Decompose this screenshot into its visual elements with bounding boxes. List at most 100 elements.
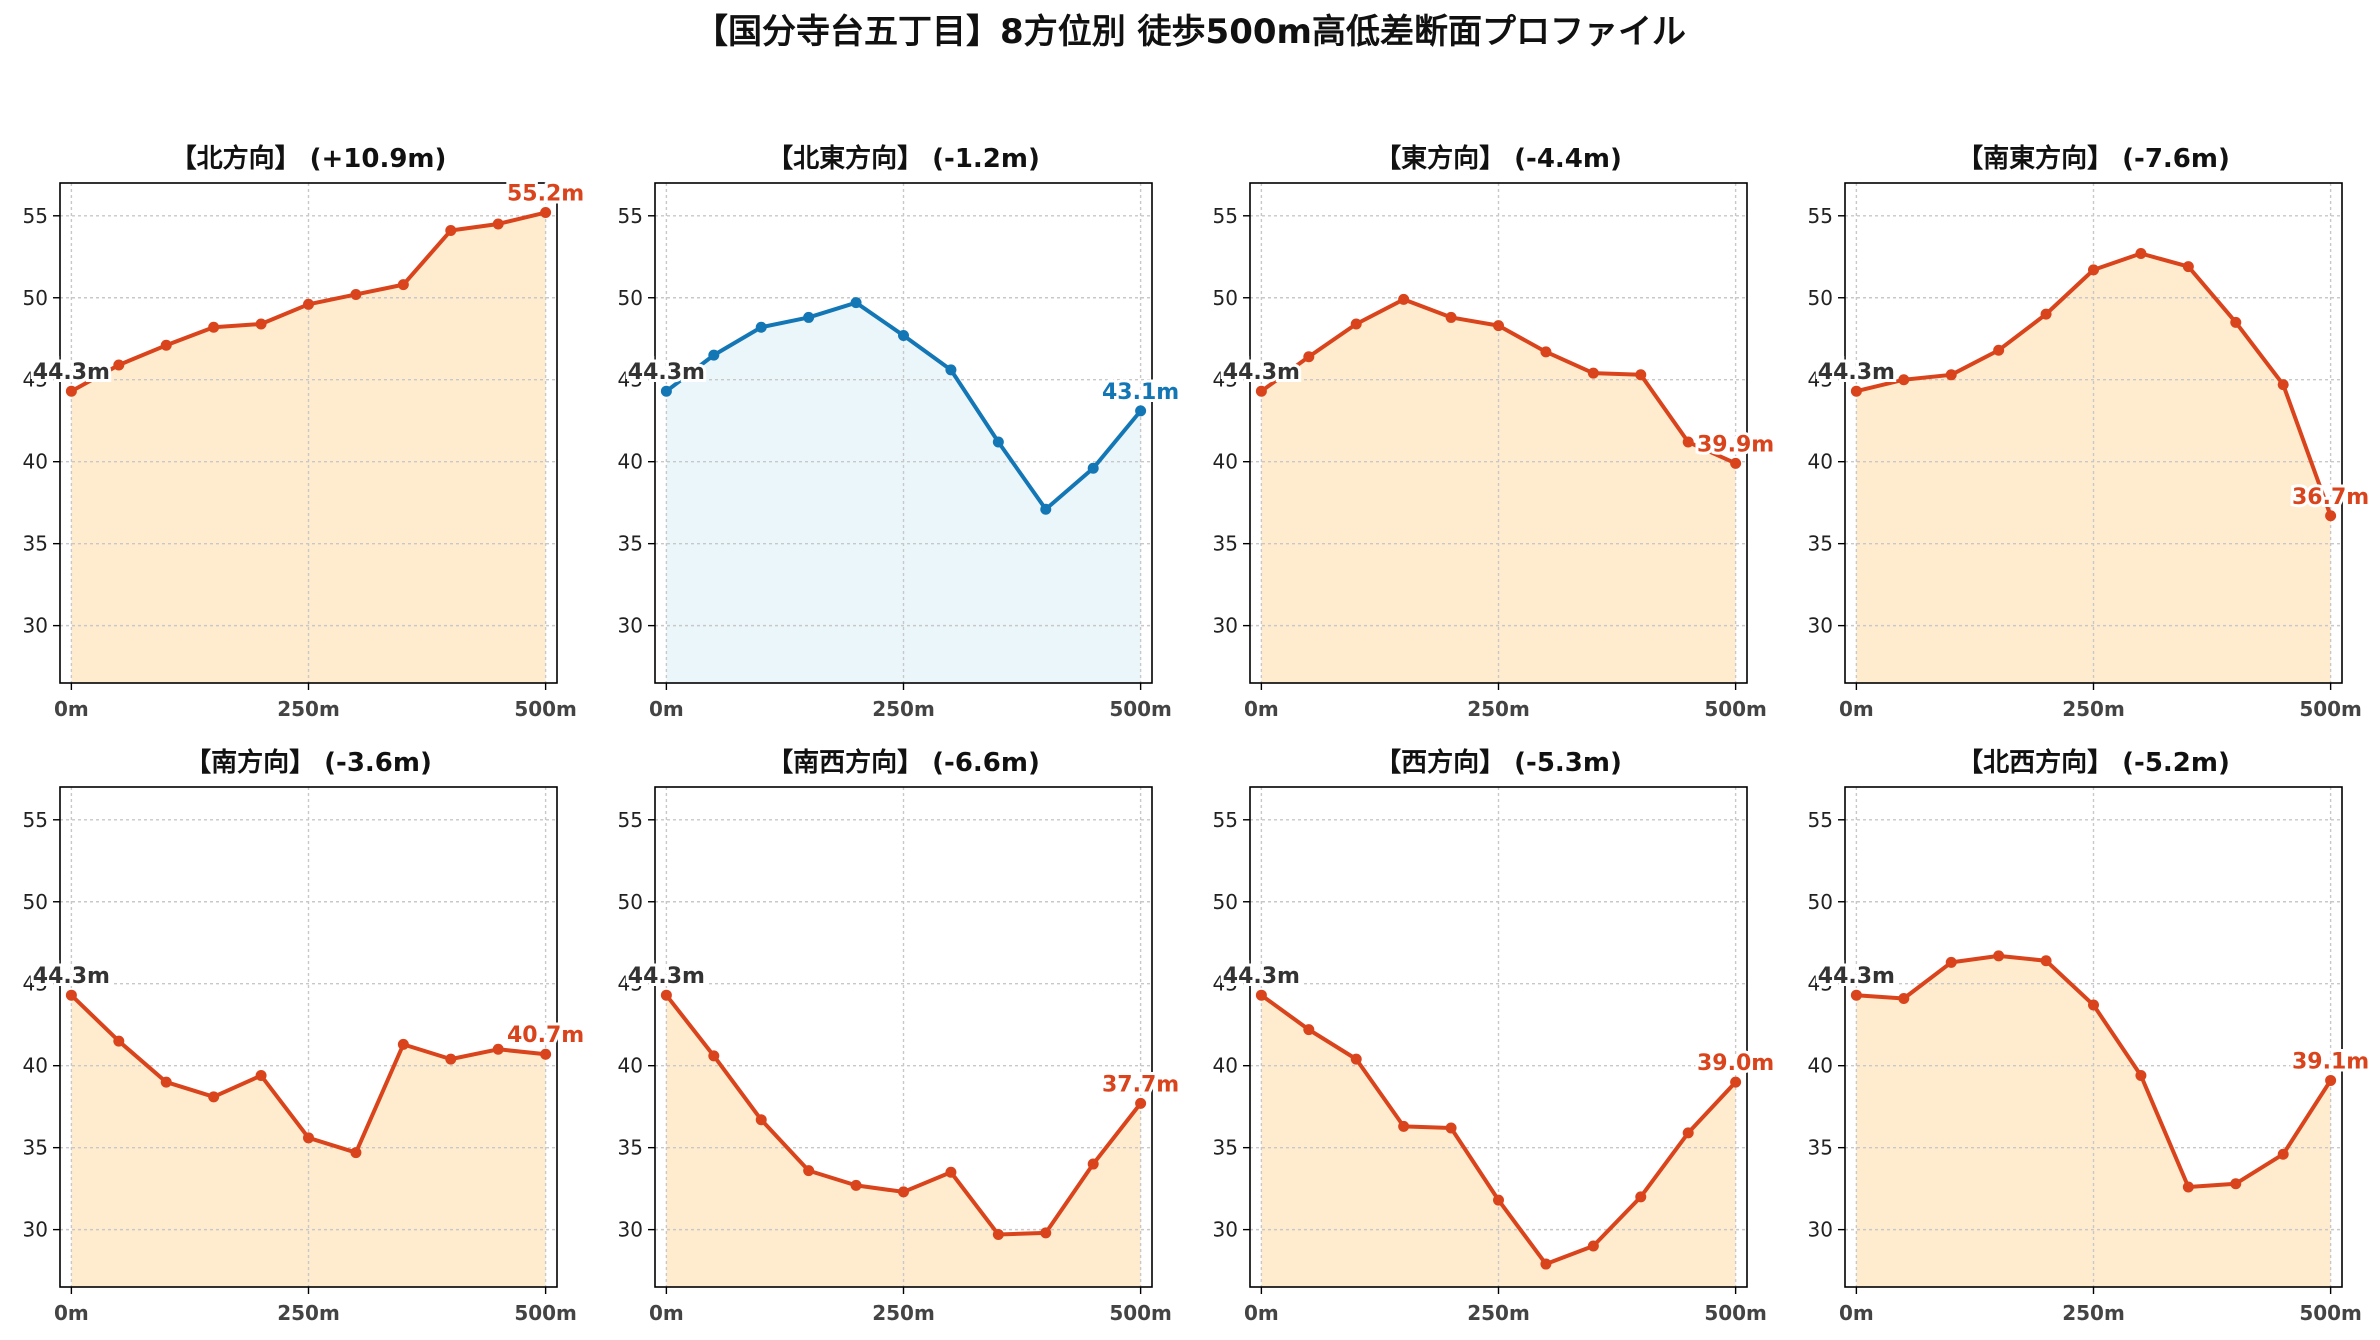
data-point xyxy=(2277,1148,2289,1160)
end-value-label: 55.2m xyxy=(507,182,584,207)
y-tick-label: 50 xyxy=(23,286,48,310)
data-point xyxy=(708,349,720,361)
y-tick-label: 45 xyxy=(618,972,643,996)
x-tick-label: 0m xyxy=(1244,697,1279,721)
y-tick-label: 40 xyxy=(23,450,48,474)
x-tick-label: 0m xyxy=(1244,1301,1279,1325)
y-tick-label: 50 xyxy=(618,286,643,310)
data-point xyxy=(1898,374,1910,386)
data-point xyxy=(160,1076,172,1088)
data-point xyxy=(1587,1240,1599,1252)
chart-panel-5: 30 35 40 45 50 55 0m 250m 500m 【南方向】 (-3.6m) 44.3m… xyxy=(23,747,588,1325)
x-tick-label: 250m xyxy=(1467,1301,1530,1325)
data-point xyxy=(1993,950,2005,962)
y-tick-label: 35 xyxy=(618,532,643,556)
start-value-label: 44.3m xyxy=(628,360,705,385)
y-tick-label: 55 xyxy=(618,808,643,832)
data-point xyxy=(1730,457,1742,469)
data-point xyxy=(2088,264,2099,276)
data-point xyxy=(350,1147,362,1159)
panel-title: 【北西方向】 (-5.2m) xyxy=(1957,747,2230,778)
data-point xyxy=(660,989,672,1001)
data-point xyxy=(1040,503,1052,515)
data-point xyxy=(2230,1178,2242,1190)
chart-panel-1: 30 35 40 45 50 55 0m 250m 500m 【北方向】 (+10.9m) 44.3… xyxy=(23,143,588,721)
data-point xyxy=(65,385,77,397)
data-point xyxy=(303,1132,314,1144)
data-point xyxy=(397,1038,409,1050)
data-point xyxy=(945,364,957,376)
data-point xyxy=(1635,1191,1647,1203)
y-tick-label: 40 xyxy=(618,450,643,474)
x-tick-label: 500m xyxy=(2299,1301,2362,1325)
x-tick-label: 250m xyxy=(277,697,340,721)
start-value-label: 44.3m xyxy=(1818,964,1895,989)
data-point xyxy=(2230,316,2242,328)
data-point xyxy=(1303,1024,1315,1036)
data-point xyxy=(540,207,552,219)
area-fill xyxy=(666,995,1141,1287)
data-point xyxy=(65,989,77,1001)
y-tick-label: 35 xyxy=(1808,1136,1833,1160)
data-point xyxy=(660,385,672,397)
data-point xyxy=(1087,1158,1099,1170)
y-tick-label: 55 xyxy=(1808,808,1833,832)
data-point xyxy=(445,225,457,237)
x-tick-label: 250m xyxy=(872,697,935,721)
data-point xyxy=(255,1070,267,1082)
x-tick-label: 500m xyxy=(2299,697,2362,721)
y-tick-label: 30 xyxy=(23,614,48,638)
y-tick-label: 55 xyxy=(23,204,48,228)
chart-panel-7: 30 35 40 45 50 55 0m 250m 500m 【西方向】 (-5.3m) 44.3m… xyxy=(1213,747,1778,1325)
data-point xyxy=(2325,1074,2337,1086)
data-point xyxy=(1730,1076,1742,1088)
data-point xyxy=(1445,1122,1457,1134)
y-tick-label: 35 xyxy=(1213,1136,1238,1160)
chart-panel-6: 30 35 40 45 50 55 0m 250m 500m 【南西方向】 (-6.6m) 44.3… xyxy=(618,747,1183,1325)
end-value-label: 39.9m xyxy=(1697,432,1774,457)
panel-title: 【南西方向】 (-6.6m) xyxy=(767,747,1040,778)
data-point xyxy=(350,288,362,300)
data-point xyxy=(445,1053,457,1065)
data-point xyxy=(540,1048,552,1060)
data-point xyxy=(303,298,314,310)
data-point xyxy=(1540,1258,1552,1270)
data-point xyxy=(1945,956,1957,968)
panel-title: 【北東方向】 (-1.2m) xyxy=(767,143,1040,174)
x-tick-label: 0m xyxy=(54,697,89,721)
data-point xyxy=(1350,1053,1362,1065)
x-tick-label: 250m xyxy=(872,1301,935,1325)
y-tick-label: 35 xyxy=(1808,532,1833,556)
x-tick-label: 250m xyxy=(277,1301,340,1325)
data-point xyxy=(208,1091,220,1103)
y-tick-label: 55 xyxy=(23,808,48,832)
y-tick-label: 35 xyxy=(618,1136,643,1160)
start-value-label: 44.3m xyxy=(33,964,110,989)
y-tick-label: 30 xyxy=(618,1218,643,1242)
x-tick-label: 250m xyxy=(2062,1301,2125,1325)
y-tick-label: 45 xyxy=(1213,972,1238,996)
start-value-label: 44.3m xyxy=(1223,360,1300,385)
data-point xyxy=(850,297,862,309)
area-fill xyxy=(666,302,1141,683)
data-point xyxy=(1135,405,1147,417)
data-point xyxy=(803,311,815,323)
y-tick-label: 30 xyxy=(1213,1218,1238,1242)
end-value-label: 39.0m xyxy=(1697,1051,1774,1076)
chart-panel-8: 30 35 40 45 50 55 0m 250m 500m 【北西方向】 (-5.2m) 44.3… xyxy=(1808,747,2373,1325)
chart-panel-4: 30 35 40 45 50 55 0m 250m 500m 【南東方向】 (-7.6m) 44.3… xyxy=(1808,143,2373,721)
x-tick-label: 500m xyxy=(514,1301,577,1325)
y-tick-label: 40 xyxy=(23,1054,48,1078)
y-tick-label: 30 xyxy=(23,1218,48,1242)
data-point xyxy=(492,1043,504,1055)
end-value-label: 40.7m xyxy=(507,1023,584,1048)
data-point xyxy=(1398,1120,1410,1132)
y-tick-label: 45 xyxy=(618,368,643,392)
data-point xyxy=(2040,955,2052,967)
data-point xyxy=(1135,1097,1147,1109)
data-point xyxy=(1303,351,1315,363)
data-point xyxy=(1445,311,1457,323)
data-point xyxy=(1850,989,1862,1001)
data-point xyxy=(1898,992,1910,1004)
